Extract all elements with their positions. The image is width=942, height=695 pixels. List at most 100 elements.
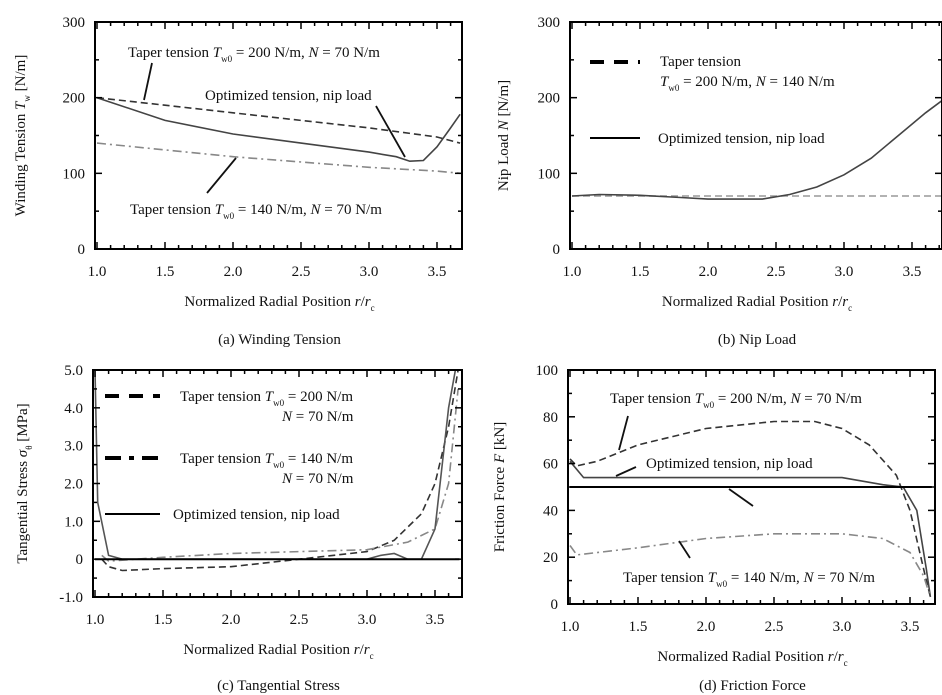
label-part: w0: [223, 211, 234, 221]
x-tick-label: 3.0: [835, 264, 854, 280]
series-line: [571, 100, 942, 200]
panel-caption: (a) Winding Tension: [218, 332, 341, 348]
annotation-taper-140: Taper tension Tw0 = 140 N/m, N = 70 N/m: [130, 202, 382, 221]
series-line: [569, 460, 932, 598]
label-part: Tangential Stress: [15, 457, 31, 563]
series-line: [569, 532, 932, 598]
y-tick-label: 40: [543, 503, 558, 519]
label-part: T: [265, 451, 275, 467]
x-axis-label: Normalized Radial Position r/rc: [657, 649, 847, 668]
y-tick-label: 100: [538, 166, 561, 182]
label-part: = 70 N/m: [814, 570, 876, 586]
label-part: N: [496, 119, 512, 131]
y-tick-label: 200: [538, 91, 561, 107]
label-part: Taper tension: [610, 391, 695, 407]
label-part: F: [492, 453, 508, 464]
annotation-leader: [375, 105, 406, 158]
label-part: N: [281, 471, 293, 487]
legend-label: Taper tension Tw0 = 200 N/m: [180, 389, 353, 408]
x-tick-label: 2.0: [697, 619, 716, 635]
label-part: N: [755, 74, 767, 90]
label-part: Taper tension: [660, 54, 742, 70]
annotation-leader: [615, 466, 637, 477]
y-tick-label: 300: [63, 15, 86, 31]
y-tick-label: 1.0: [64, 514, 83, 530]
label-part: w: [22, 95, 32, 102]
label-part: σ: [15, 449, 31, 457]
label-part: = 200 N/m,: [679, 74, 755, 90]
y-tick-label: 80: [543, 410, 558, 426]
label-part: θ: [24, 445, 34, 449]
x-tick-label: 2.0: [699, 264, 718, 280]
series-line: [96, 142, 461, 175]
legend-label: N = 70 N/m: [281, 409, 354, 425]
label-part: w0: [703, 400, 714, 410]
series-line: [96, 96, 461, 163]
label-part: r: [354, 642, 360, 658]
y-tick-label: 60: [543, 457, 558, 473]
y-tick-label: 300: [538, 15, 561, 31]
annotation-leader: [143, 62, 153, 101]
label-part: = 200 N/m: [284, 389, 353, 405]
label-part: T: [215, 202, 225, 218]
x-tick-label: 3.5: [426, 612, 445, 628]
label-part: = 70 N/m: [292, 409, 354, 425]
y-tick-label: 4.0: [64, 401, 83, 417]
x-tick-label: 1.0: [86, 612, 105, 628]
x-tick-label: 3.5: [901, 619, 920, 635]
label-part: Optimized tension, nip load: [205, 88, 372, 104]
x-tick-label: 3.5: [428, 264, 447, 280]
x-tick-label: 1.0: [563, 264, 582, 280]
y-axis-label: Tangential Stress σθ [MPa]: [15, 403, 34, 563]
x-tick-label: 1.5: [631, 264, 650, 280]
legend-label: Optimized tension, nip load: [658, 131, 825, 147]
y-tick-label: 100: [536, 363, 559, 379]
label-part: /: [834, 649, 839, 665]
series-line: [94, 370, 457, 561]
annotation-taper-200: Taper tension Tw0 = 200 N/m, N = 70 N/m: [610, 391, 862, 410]
y-tick-label: 0: [553, 242, 561, 258]
label-part: w0: [273, 460, 284, 470]
label-part: w0: [668, 83, 679, 93]
y-axis-label: Friction Force F [kN]: [492, 422, 508, 552]
x-tick-label: 2.0: [222, 612, 241, 628]
annotation-optimized: Optimized tension, nip load: [205, 88, 372, 104]
x-tick-label: 3.5: [903, 264, 922, 280]
x-axis-label: Normalized Radial Position r/rc: [183, 642, 373, 661]
label-part: = 200 N/m,: [232, 45, 308, 61]
label-part: Normalized Radial Position: [662, 294, 832, 310]
label-part: T: [660, 74, 670, 90]
x-tick-label: 3.0: [358, 612, 377, 628]
label-part: = 140 N/m: [284, 451, 353, 467]
label-part: Optimized tension, nip load: [658, 131, 825, 147]
y-tick-label: 3.0: [64, 439, 83, 455]
y-axis-label: Winding Tension Tw [N/m]: [13, 55, 32, 217]
label-part: [kN]: [492, 422, 508, 454]
label-part: Nip Load: [496, 130, 512, 191]
label-part: r: [828, 649, 834, 665]
y-tick-label: 5.0: [64, 363, 83, 379]
y-tick-label: -1.0: [59, 590, 83, 606]
legend-label: Taper tension Tw0 = 140 N/m: [180, 451, 353, 470]
panel-d: 1.0 1.5 2.0 2.5 3.0 3.5 0 20 40 60 80 100 Normalized…: [492, 363, 936, 694]
label-part: c: [371, 303, 375, 313]
label-part: [MPa]: [15, 403, 31, 445]
label-part: c: [848, 303, 852, 313]
annotation-leader: [678, 540, 691, 559]
legend-label: Tw0 = 200 N/m, N = 140 N/m: [660, 74, 835, 93]
x-tick-label: 2.5: [292, 264, 311, 280]
x-axis-label: Normalized Radial Position r/rc: [662, 294, 852, 313]
y-tick-label: 100: [63, 166, 86, 182]
label-part: r: [842, 294, 848, 310]
x-tick-label: 1.5: [156, 264, 175, 280]
legend-label: Taper tension: [660, 54, 742, 70]
label-part: N: [803, 570, 815, 586]
x-tick-label: 2.0: [224, 264, 243, 280]
label-part: Taper tension: [623, 570, 708, 586]
label-part: w0: [221, 54, 232, 64]
label-part: T: [695, 391, 705, 407]
legend-label: N = 70 N/m: [281, 471, 354, 487]
annotation-leader: [728, 488, 754, 507]
panel-caption: (d) Friction Force: [699, 678, 806, 694]
label-part: c: [370, 651, 374, 661]
